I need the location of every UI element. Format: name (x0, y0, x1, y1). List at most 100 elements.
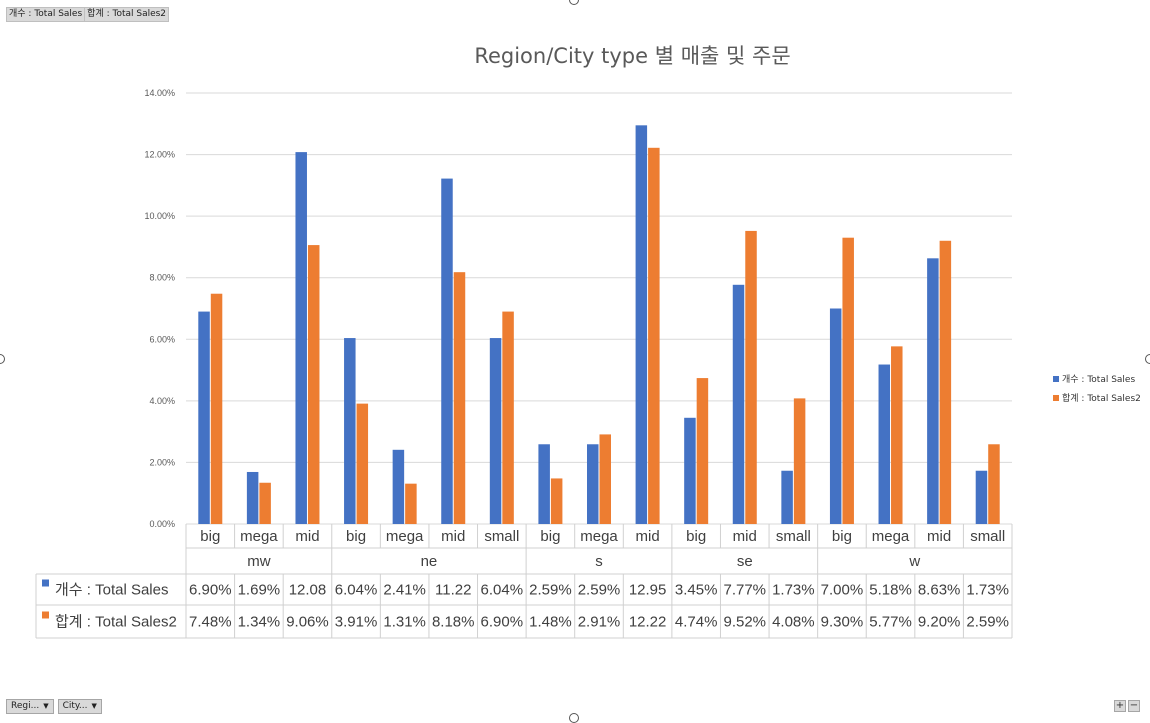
bar-series1 (441, 178, 453, 524)
data-table-cell: 2.91% (578, 614, 621, 631)
group-label: s (595, 553, 603, 570)
resize-handle-right[interactable] (1145, 354, 1150, 364)
data-table-cell: 7.48% (189, 614, 232, 631)
bar-series1 (829, 308, 842, 524)
expand-button[interactable]: + (1114, 700, 1126, 712)
y-tick-label: 10.00% (144, 211, 175, 221)
bar-series1 (635, 125, 648, 524)
data-table-cell: 9.30% (821, 614, 864, 631)
data-table-cell: 6.04% (335, 582, 378, 599)
legend-label-series2: 합계 : Total Sales2 (1062, 394, 1141, 404)
data-table-cell: 2.59% (966, 614, 1009, 631)
data-table-cell: 5.77% (869, 614, 912, 631)
y-tick-label: 8.00% (149, 273, 175, 283)
data-table-cell: 11.22 (435, 582, 471, 599)
bar-series2 (210, 293, 223, 524)
category-label: mega (240, 528, 278, 545)
bar-series2 (550, 478, 563, 524)
data-table-cell: 1.69% (238, 582, 281, 599)
category-label: mega (386, 528, 424, 545)
bar-series2 (648, 147, 660, 524)
bar-series2 (842, 237, 854, 524)
data-table-cell: 5.18% (869, 582, 912, 599)
bar-series1 (489, 338, 502, 524)
bar-series2 (405, 483, 417, 524)
data-table-cell: 1.34% (238, 614, 281, 631)
y-tick-label: 14.00% (144, 88, 175, 98)
category-label: mid (733, 528, 757, 545)
y-tick-label: 12.00% (144, 150, 175, 160)
category-label: big (200, 528, 220, 545)
dropdown-arrow-icon: ▼ (91, 702, 97, 710)
chart-legend: 개수 : Total Sales 합계 : Total Sales2 (1053, 369, 1141, 407)
bar-series1 (927, 258, 939, 524)
data-table-cell: 12.08 (289, 582, 327, 599)
y-tick-label: 4.00% (149, 396, 175, 406)
city-filter-button[interactable]: City... ▼ (57, 699, 102, 714)
data-table-cell: 1.31% (383, 614, 426, 631)
data-table-cell: 8.18% (432, 614, 475, 631)
dropdown-arrow-icon: ▼ (43, 702, 49, 710)
bar-series2 (307, 245, 320, 524)
data-table-swatch (42, 579, 49, 587)
zoom-controls: + − (1114, 700, 1140, 712)
category-label: mid (636, 528, 660, 545)
group-label: mw (247, 553, 270, 570)
data-table-series-name: 합계 : Total Sales2 (55, 614, 177, 631)
data-table-cell: 3.45% (675, 582, 718, 599)
category-label: small (970, 528, 1005, 545)
data-table-cell: 7.00% (821, 582, 864, 599)
city-filter-label: City... (62, 701, 88, 711)
region-filter-button[interactable]: Regi... ▼ (6, 699, 54, 714)
category-label: big (540, 528, 560, 545)
chart-title: Region/City type 별 매출 및 주문 (474, 44, 791, 68)
legend-item-series1: 개수 : Total Sales (1053, 369, 1141, 388)
bar-series2 (502, 311, 514, 524)
legend-swatch-series2 (1053, 394, 1059, 401)
y-tick-label: 0.00% (149, 519, 175, 529)
data-table-cell: 8.63% (918, 582, 961, 599)
bar-series2 (259, 482, 271, 524)
category-label: mega (580, 528, 618, 545)
field-button-total-sales[interactable]: 개수 : Total Sales (9, 9, 83, 19)
bar-series2 (453, 272, 466, 524)
bar-series2 (988, 444, 1000, 524)
collapse-button[interactable]: − (1128, 700, 1140, 712)
category-label: small (484, 528, 519, 545)
data-table-cell: 4.08% (772, 614, 815, 631)
field-button-total-sales2[interactable]: 합계 : Total Sales2 (84, 8, 168, 21)
legend-item-series2: 합계 : Total Sales2 (1053, 388, 1141, 407)
data-table-cell: 2.59% (529, 582, 572, 599)
bar-series2 (599, 434, 611, 524)
bar-series1 (246, 471, 259, 524)
group-label: se (737, 553, 753, 570)
category-label: mega (872, 528, 910, 545)
data-table-cell: 6.90% (481, 614, 524, 631)
value-field-buttons: 개수 : Total Sales 합계 : Total Sales2 (6, 7, 170, 22)
category-label: big (686, 528, 706, 545)
data-table-cell: 9.20% (918, 614, 961, 631)
bar-series1 (732, 284, 745, 524)
bar-series1 (975, 470, 988, 524)
bar-series1 (878, 364, 891, 524)
category-label: mid (295, 528, 319, 545)
bar-series1 (538, 444, 550, 524)
data-table-cell: 1.48% (529, 614, 572, 631)
legend-swatch-series1 (1053, 375, 1059, 382)
bar-series2 (891, 346, 903, 524)
data-table-cell: 7.77% (723, 582, 766, 599)
data-table-cell: 12.95 (629, 582, 667, 599)
bar-series1 (684, 417, 696, 524)
category-label: mid (441, 528, 465, 545)
axis-field-buttons: Regi... ▼ City... ▼ (6, 699, 102, 714)
data-table-cell: 6.90% (189, 582, 232, 599)
legend-label-series1: 개수 : Total Sales (1062, 375, 1136, 385)
region-filter-label: Regi... (11, 701, 40, 711)
group-label: ne (421, 553, 438, 570)
data-table-cell: 1.73% (966, 582, 1009, 599)
bar-series1 (344, 338, 356, 524)
y-tick-label: 6.00% (149, 334, 175, 344)
data-table-cell: 12.22 (629, 614, 667, 631)
data-table-cell: 3.91% (335, 614, 378, 631)
